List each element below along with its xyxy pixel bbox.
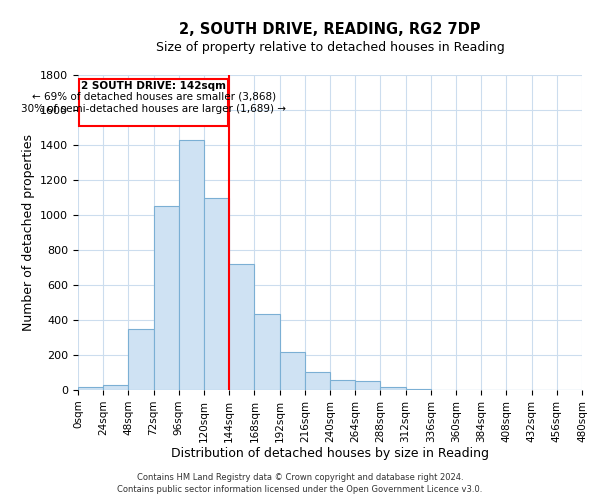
- Bar: [78, 388, 103, 390]
- Text: Contains public sector information licensed under the Open Government Licence v3: Contains public sector information licen…: [118, 485, 482, 494]
- Bar: [254, 314, 280, 390]
- Text: 30% of semi-detached houses are larger (1,689) →: 30% of semi-detached houses are larger (…: [21, 104, 286, 114]
- Y-axis label: Number of detached properties: Number of detached properties: [22, 134, 35, 331]
- Text: Size of property relative to detached houses in Reading: Size of property relative to detached ho…: [155, 41, 505, 54]
- Bar: [380, 386, 406, 390]
- Bar: [204, 198, 229, 390]
- Bar: [355, 381, 380, 390]
- Bar: [128, 329, 154, 390]
- Bar: [305, 372, 330, 390]
- X-axis label: Distribution of detached houses by size in Reading: Distribution of detached houses by size …: [171, 448, 489, 460]
- Bar: [103, 385, 128, 390]
- Bar: [330, 380, 355, 390]
- Text: 2 SOUTH DRIVE: 142sqm: 2 SOUTH DRIVE: 142sqm: [81, 81, 226, 91]
- Text: Contains HM Land Registry data © Crown copyright and database right 2024.: Contains HM Land Registry data © Crown c…: [137, 472, 463, 482]
- Text: ← 69% of detached houses are smaller (3,868): ← 69% of detached houses are smaller (3,…: [32, 92, 275, 102]
- Bar: [154, 206, 179, 390]
- Bar: [406, 389, 431, 390]
- Bar: [79, 78, 228, 126]
- Bar: [280, 352, 305, 390]
- Text: 2, SOUTH DRIVE, READING, RG2 7DP: 2, SOUTH DRIVE, READING, RG2 7DP: [179, 22, 481, 38]
- Bar: [229, 264, 254, 390]
- Bar: [179, 140, 204, 390]
